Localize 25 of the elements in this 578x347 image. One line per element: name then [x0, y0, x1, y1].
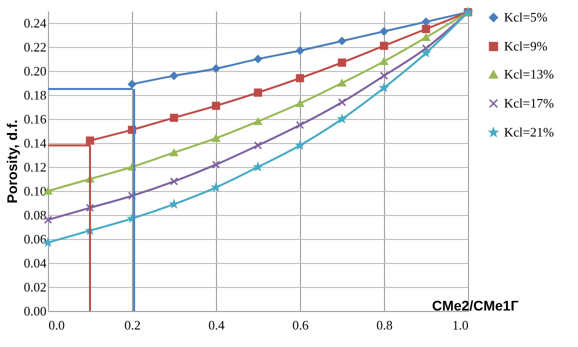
- y-tick-label: 0.22: [24, 40, 46, 54]
- y-tick-label: 0.20: [24, 64, 46, 78]
- y-tick-label: 0.14: [24, 136, 47, 150]
- y-axis-title: Porosity, d.f.: [4, 120, 20, 204]
- y-tick-label: 0.18: [24, 88, 46, 102]
- legend-label: Kcl=9%: [504, 38, 548, 54]
- legend-label: Kcl=21%: [504, 124, 554, 140]
- y-tick-label: 0.12: [24, 160, 46, 174]
- y-tick-label: 0.00: [24, 304, 46, 318]
- y-tick-label: 0.16: [24, 112, 47, 126]
- y-tick-label: 0.08: [24, 208, 46, 222]
- legend-label: Kcl=5%: [504, 10, 548, 24]
- x-tick-label: 0.2: [124, 318, 141, 332]
- x-tick-label: 0.0: [48, 318, 65, 332]
- x-tick-label: 1.0: [452, 318, 468, 332]
- y-tick-label: 0.24: [24, 16, 47, 30]
- x-tick-label: 0.8: [376, 318, 393, 332]
- y-tick-label: 0.04: [24, 256, 47, 270]
- y-tick-label: 0.06: [24, 232, 47, 246]
- x-tick-label: 0.6: [292, 318, 310, 332]
- legend-label: Kcl=17%: [504, 96, 554, 110]
- x-tick-label: 0.4: [208, 318, 226, 332]
- legend-label: Kcl=13%: [504, 66, 554, 82]
- y-tick-label: 0.02: [24, 280, 46, 294]
- x-axis-title: CMe2/CMe1Г: [432, 298, 519, 314]
